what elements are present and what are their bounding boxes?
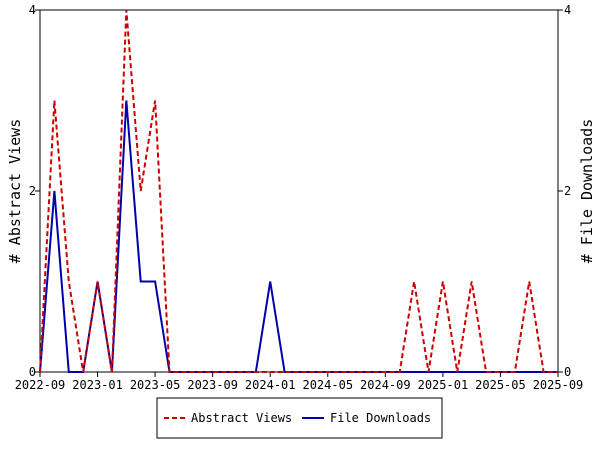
series-line-abstract-views (39, 9, 558, 373)
left-y-tick-label: 2 (29, 184, 36, 198)
x-tick-label: 2024-09 (360, 378, 411, 392)
right-y-tick-label: 0 (564, 365, 571, 379)
plot-area (39, 9, 559, 373)
x-tick-label: 2023-09 (187, 378, 238, 392)
series-line-file-downloads (39, 100, 558, 373)
left-y-tick-label: 4 (29, 3, 36, 17)
legend-label-abstract-views: Abstract Views (191, 411, 292, 425)
left-y-axis-title: # Abstract Views (6, 119, 24, 264)
x-tick-label: 2025-09 (533, 378, 584, 392)
x-tick-label: 2023-01 (72, 378, 123, 392)
x-axis: 2022-09 2023-01 2023-05 2023-09 2024-01 2024-… (15, 372, 584, 392)
legend: Abstract Views File Downloads (156, 397, 443, 439)
x-tick-label: 2024-05 (302, 378, 353, 392)
left-y-axis: 0 2 4 (29, 3, 40, 379)
right-y-axis: 0 2 4 (558, 3, 571, 379)
right-y-tick-label: 2 (564, 184, 571, 198)
series-layer (39, 9, 558, 373)
left-y-tick-label: 0 (29, 365, 36, 379)
x-tick-label: 2025-01 (418, 378, 469, 392)
x-tick-label: 2023-05 (130, 378, 181, 392)
right-y-axis-title: # File Downloads (578, 119, 596, 264)
x-tick-label: 2025-05 (475, 378, 526, 392)
legend-label-file-downloads: File Downloads (330, 411, 431, 425)
plot-frame (39, 9, 559, 373)
legend-box (156, 397, 443, 439)
x-tick-label: 2022-09 (15, 378, 66, 392)
x-tick-label: 2024-01 (245, 378, 296, 392)
right-y-tick-label: 4 (564, 3, 571, 17)
